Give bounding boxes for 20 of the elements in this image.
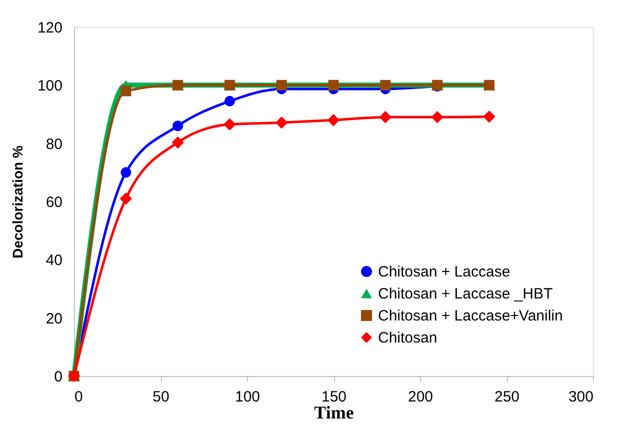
y-tick-label: 0	[54, 368, 62, 386]
y-tick-label: 100	[37, 78, 62, 95]
x-tick-label: 150	[321, 388, 347, 406]
legend-label: Chitosan + Laccase	[378, 264, 510, 280]
y-tick-label: 60	[46, 194, 62, 211]
x-tick-label: 50	[152, 388, 170, 406]
legend-label: Chitosan + Laccase+Vanilin	[378, 308, 563, 324]
x-tick-label: 100	[234, 388, 260, 406]
y-tick-label: 20	[46, 310, 62, 328]
x-tick-label: 300	[568, 388, 594, 406]
y-tick-label: 120	[37, 20, 62, 36]
y-tick-label: 80	[46, 136, 62, 153]
y-axis-title: Decolorization %	[9, 145, 26, 258]
x-tick-label: 250	[494, 388, 520, 406]
x-tick-label: 0	[74, 388, 83, 406]
x-tick-label: 200	[408, 388, 434, 406]
y-tick-label: 40	[46, 252, 62, 270]
x-axis-title: Time	[314, 402, 354, 422]
legend-label: Chitosan + Laccase _HBT	[378, 286, 553, 302]
legend-label: Chitosan	[378, 330, 438, 346]
